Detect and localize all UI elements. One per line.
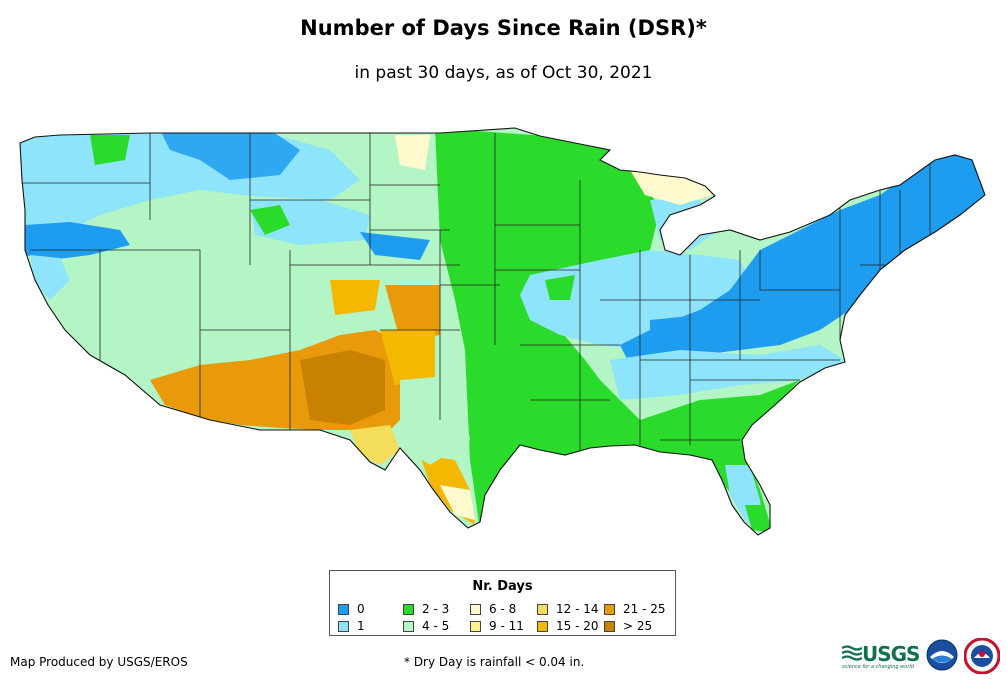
legend-item-4: 6 - 8 xyxy=(470,602,516,616)
legend-item-8: 21 - 25 xyxy=(604,602,666,616)
map-credit: Map Produced by USGS/EROS xyxy=(10,655,188,669)
legend-swatch xyxy=(403,620,414,632)
legend-item-2: 2 - 3 xyxy=(403,602,449,616)
legend-swatch xyxy=(338,603,349,615)
usgs-tagline: science for a changing world xyxy=(842,664,914,670)
legend-label: 9 - 11 xyxy=(489,619,524,633)
legend-swatch xyxy=(537,603,548,615)
legend-item-5: 9 - 11 xyxy=(470,619,524,633)
legend-item-6: 12 - 14 xyxy=(537,602,599,616)
map-legend: Nr. Days 0 1 2 - 3 4 - 5 6 - 8 9 - 11 12… xyxy=(329,570,676,636)
nws-logo-icon xyxy=(964,638,1000,674)
legend-swatch xyxy=(604,603,615,615)
legend-item-0: 0 xyxy=(338,602,365,616)
legend-item-9: > 25 xyxy=(604,619,652,633)
legend-label: 12 - 14 xyxy=(556,602,599,616)
agency-logos: USGS science for a changing world xyxy=(842,636,1002,681)
legend-label: 4 - 5 xyxy=(422,619,450,633)
legend-item-1: 1 xyxy=(338,619,365,633)
legend-swatch xyxy=(537,620,548,632)
legend-label: 1 xyxy=(357,619,365,633)
usgs-logo: USGS xyxy=(842,642,920,666)
usgs-wave-icon xyxy=(842,645,862,661)
legend-label: 6 - 8 xyxy=(489,602,517,616)
usgs-wordmark: USGS xyxy=(862,642,920,666)
legend-title: Nr. Days xyxy=(472,579,533,594)
legend-swatch xyxy=(403,603,414,615)
legend-label: 15 - 20 xyxy=(556,619,599,633)
legend-item-3: 4 - 5 xyxy=(403,619,449,633)
legend-item-7: 15 - 20 xyxy=(537,619,599,633)
dry-day-footnote: * Dry Day is rainfall < 0.04 in. xyxy=(404,655,585,669)
legend-label: > 25 xyxy=(623,619,653,633)
legend-label: 0 xyxy=(357,602,365,616)
legend-label: 21 - 25 xyxy=(623,602,666,616)
legend-swatch xyxy=(470,620,481,632)
noaa-logo-icon xyxy=(926,639,958,671)
map-title: Number of Days Since Rain (DSR)* xyxy=(300,16,707,40)
us-dsr-map xyxy=(19,127,986,536)
legend-swatch xyxy=(470,603,481,615)
map-subtitle: in past 30 days, as of Oct 30, 2021 xyxy=(354,63,653,83)
legend-label: 2 - 3 xyxy=(422,602,450,616)
legend-swatch xyxy=(604,620,615,632)
legend-swatch xyxy=(338,620,349,632)
